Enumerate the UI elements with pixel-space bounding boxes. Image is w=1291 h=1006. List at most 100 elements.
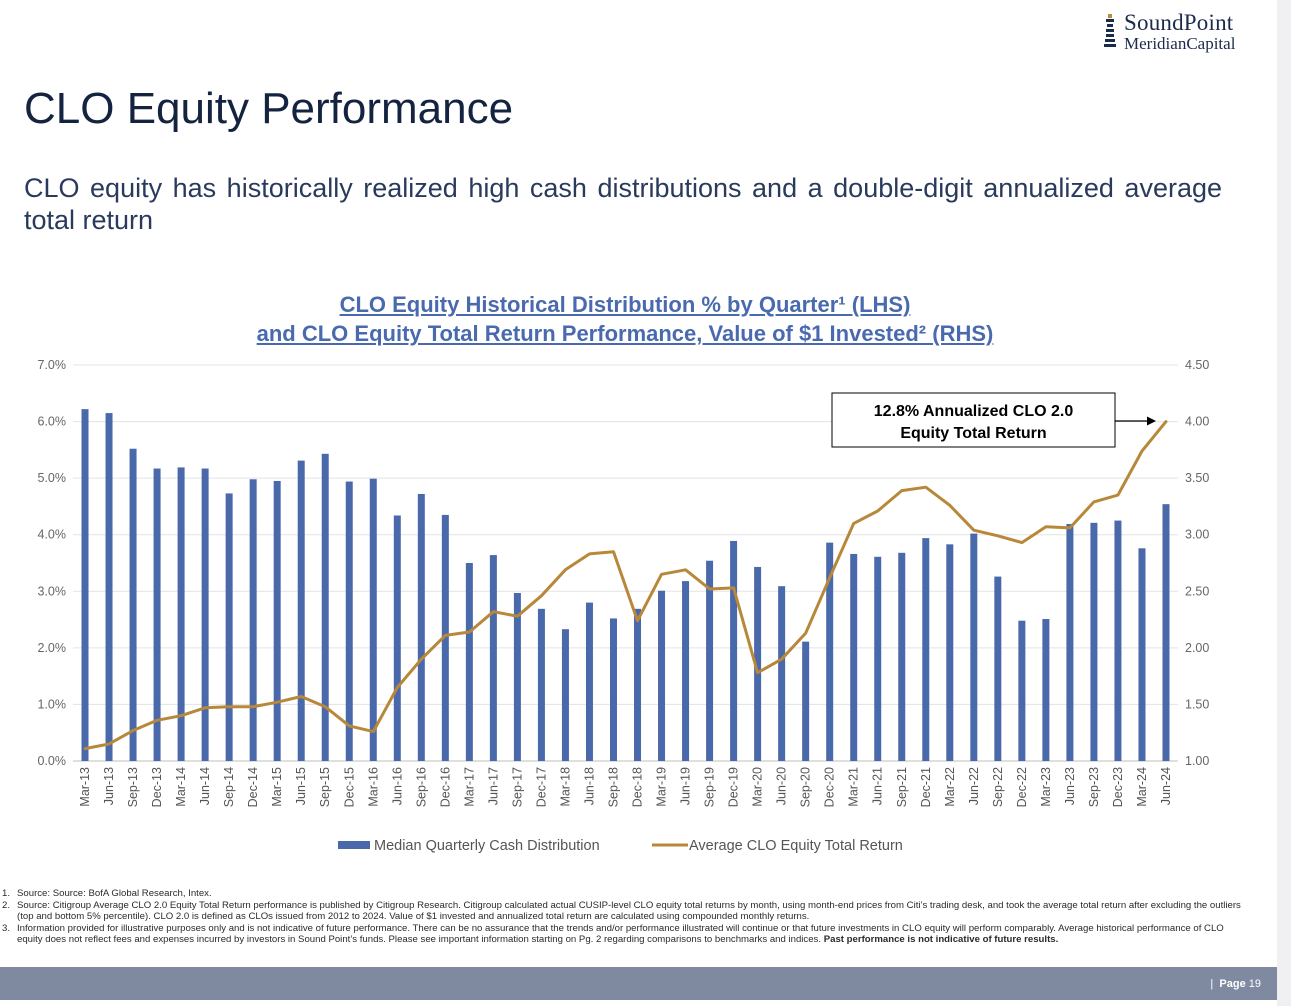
bar: [393, 515, 401, 761]
x-tick-label: Dec-23: [1111, 767, 1125, 807]
bar: [946, 544, 954, 761]
left-tick-label: 5.0%: [38, 471, 67, 485]
bar: [874, 556, 882, 761]
line-series: [83, 420, 1168, 751]
left-tick-label: 2.0%: [38, 641, 67, 655]
footer-separator: |: [1210, 978, 1214, 990]
x-tick-label: Sep-15: [318, 767, 332, 807]
x-tick-label: Sep-23: [1087, 767, 1101, 807]
x-tick-label: Dec-21: [919, 767, 933, 807]
x-tick-label: Mar-16: [366, 767, 380, 807]
bar: [417, 493, 425, 761]
x-tick-label: Dec-16: [438, 767, 452, 807]
logo-subname: MeridianCapital: [1124, 34, 1236, 53]
legend-line-label: Average CLO Equity Total Return: [689, 838, 903, 854]
bar: [105, 413, 113, 761]
page-subtitle: CLO equity has historically realized hig…: [24, 173, 1222, 235]
annotation-callout: 12.8% Annualized CLO 2.0 Equity Total Re…: [831, 392, 1156, 448]
company-logo: SoundPoint MeridianCapital: [1100, 10, 1260, 56]
left-tick-label: 1.0%: [38, 697, 67, 711]
x-tick-label: Jun-14: [198, 767, 212, 805]
bar: [489, 555, 497, 761]
footnote-text: Source: Citigroup Average CLO 2.0 Equity…: [17, 900, 1241, 922]
bar: [273, 480, 281, 761]
right-tick-label: 3.50: [1185, 471, 1209, 485]
right-tick-label: 2.50: [1185, 584, 1209, 598]
page-label: Page: [1219, 978, 1246, 990]
left-axis: 0.0% 1.0% 2.0% 3.0% 4.0% 5.0% 6.0% 7.0%: [38, 358, 67, 768]
bar: [249, 479, 257, 761]
bar: [826, 542, 834, 761]
footer-bar: | Page 19: [0, 967, 1277, 1000]
page-number: | Page 19: [1210, 978, 1261, 990]
chart-legend: Median Quarterly Cash Distribution Avera…: [338, 838, 903, 854]
footnote-1: 1. Source: Source: BofA Global Research,…: [0, 888, 1250, 899]
bar: [1090, 522, 1098, 761]
bar: [1018, 620, 1026, 761]
bar: [682, 581, 690, 761]
x-tick-label: Jun-21: [871, 767, 885, 805]
right-tick-label: 4.50: [1185, 358, 1209, 372]
bar: [81, 409, 89, 761]
chart-title: CLO Equity Historical Distribution % by …: [0, 290, 1250, 348]
right-tick-label: 4.00: [1185, 415, 1209, 429]
x-tick-label: Mar-23: [1039, 767, 1053, 807]
series-line: [83, 420, 1168, 751]
left-tick-label: 6.0%: [38, 415, 67, 429]
bar: [802, 641, 810, 761]
bar: [898, 552, 906, 761]
annotation-box: [831, 392, 1116, 448]
bar: [1162, 504, 1170, 761]
x-axis: Mar-13 Jun-13 Sep-13 Dec-13 Mar-14 Jun-14 Sep-…: [78, 767, 1173, 807]
bar: [441, 514, 449, 761]
x-tick-label: Sep-18: [607, 767, 621, 807]
footnote-2: 2. Source: Citigroup Average CLO 2.0 Equ…: [0, 900, 1250, 922]
x-tick-label: Mar-20: [751, 767, 765, 807]
x-tick-label: Mar-22: [943, 767, 957, 807]
x-tick-label: Jun-15: [294, 767, 308, 805]
bar: [609, 618, 617, 761]
legend-bar-label: Median Quarterly Cash Distribution: [374, 838, 600, 854]
x-tick-label: Sep-22: [991, 767, 1005, 807]
lighthouse-icon: [1104, 14, 1116, 47]
footnote-number: 1.: [2, 888, 11, 899]
bar: [345, 481, 353, 761]
x-tick-label: Sep-13: [126, 767, 140, 807]
x-tick-label: Mar-15: [270, 767, 284, 807]
x-tick-label: Jun-17: [486, 767, 500, 805]
x-tick-label: Sep-19: [703, 767, 717, 807]
x-tick-label: Jun-22: [967, 767, 981, 805]
right-axis: 1.00 1.50 2.00 2.50 3.00 3.50 4.00 4.50: [1185, 358, 1209, 768]
grid-lines: [73, 364, 1178, 762]
x-tick-label: Sep-20: [799, 767, 813, 807]
bar: [177, 467, 185, 761]
x-tick-label: Mar-17: [462, 767, 476, 807]
bar: [153, 468, 161, 761]
annotation-line1: 12.8% Annualized CLO 2.0: [874, 403, 1074, 420]
bar: [201, 468, 209, 761]
bar: [537, 608, 545, 761]
bar: [850, 553, 858, 761]
x-tick-label: Sep-17: [510, 767, 524, 807]
x-tick-label: Jun-24: [1159, 767, 1173, 805]
bar: [585, 602, 593, 761]
annotation-arrowhead: [1147, 416, 1156, 426]
chart-title-line1: CLO Equity Historical Distribution % by …: [339, 292, 911, 317]
bar: [369, 478, 377, 761]
x-tick-label: Mar-13: [78, 767, 92, 807]
footnote-number: 3.: [2, 923, 11, 934]
chart-title-line2: and CLO Equity Total Return Performance,…: [256, 321, 994, 346]
bar: [706, 560, 714, 761]
bar: [1042, 619, 1050, 761]
bar: [321, 453, 329, 761]
left-tick-label: 7.0%: [38, 358, 67, 372]
bar: [465, 563, 473, 761]
bar: [634, 608, 642, 761]
annotation-line2: Equity Total Return: [900, 425, 1046, 442]
footnote-number: 2.: [2, 900, 11, 911]
left-tick-label: 4.0%: [38, 528, 67, 542]
page-edge-strip: [1277, 0, 1291, 1006]
bar: [994, 576, 1002, 761]
x-tick-label: Mar-14: [174, 767, 188, 807]
right-tick-label: 3.00: [1185, 528, 1209, 542]
